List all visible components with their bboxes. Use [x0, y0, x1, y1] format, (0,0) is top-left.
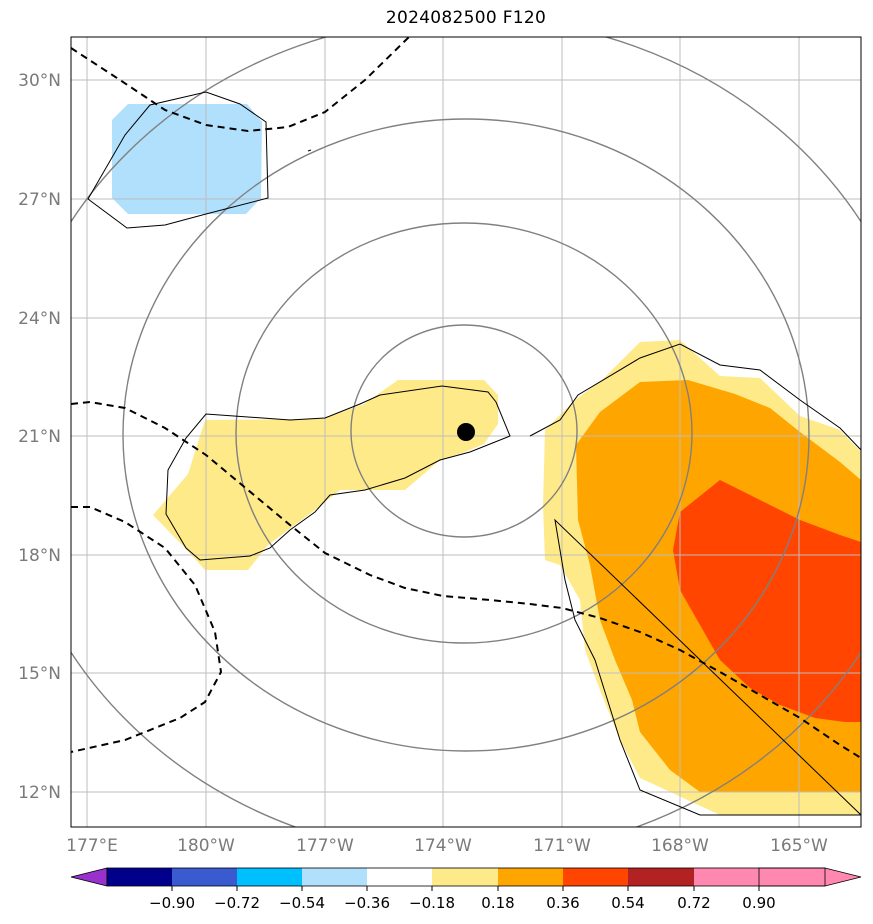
map-title: 2024082500 F120	[385, 8, 547, 28]
lon-label: 177°W	[296, 836, 354, 856]
colorbar-segment	[107, 868, 172, 886]
lon-label: 171°W	[533, 836, 591, 856]
lat-label: 15°N	[18, 664, 61, 684]
range-ring-3	[122, 118, 810, 752]
range-ring-1	[350, 324, 578, 538]
negative-contour-outline	[87, 91, 269, 229]
colorbar-tick-label: −0.72	[214, 894, 260, 912]
colorbar-tick-label: 0.72	[677, 894, 710, 912]
colorbar-segment	[694, 868, 759, 886]
range-rings	[71, 37, 861, 827]
colorbar-tick-label: 0.54	[611, 894, 644, 912]
colorbar-segment	[628, 868, 694, 886]
colorbar-tick-label: 0.18	[481, 894, 514, 912]
lon-label: 168°W	[651, 836, 709, 856]
lat-label: 27°N	[18, 190, 61, 210]
positive-contour-outline-west	[165, 385, 511, 561]
storm-center-marker	[457, 423, 475, 441]
colorbar-segment	[432, 868, 498, 886]
colorbar-segment	[172, 868, 237, 886]
map-frame	[70, 36, 862, 828]
positive-anomaly-area-east-core	[673, 480, 861, 722]
range-ring-2	[235, 222, 693, 644]
dashed-contour-middle	[71, 400, 861, 759]
anomaly-fill-layer	[112, 104, 861, 815]
lat-label: 18°N	[18, 546, 61, 566]
colorbar-tick-label: −0.36	[344, 894, 390, 912]
longitude-labels: 177°E 180°W 177°W 174°W 171°W 168°W 165°…	[66, 836, 828, 856]
colorbar-segment	[367, 868, 432, 886]
lon-label: 165°W	[770, 836, 828, 856]
colorbar-tick-label: −0.54	[279, 894, 325, 912]
colorbar-segment	[498, 868, 563, 886]
latitude-labels: 30°N 27°N 24°N 21°N 18°N 15°N 12°N	[18, 71, 61, 803]
colorbar-tick-label: 0.36	[546, 894, 579, 912]
lat-label: 24°N	[18, 309, 61, 329]
small-contour-fragment	[307, 149, 312, 152]
colorbar-tick-label: −0.90	[149, 894, 195, 912]
colorbar-frame	[106, 867, 826, 887]
positive-contour-outline-east	[529, 343, 861, 816]
lon-label: 180°W	[177, 836, 235, 856]
lon-label: 177°E	[66, 836, 118, 856]
colorbar: −0.90 −0.72 −0.54 −0.36 −0.18 0.18 0.36 …	[70, 867, 862, 912]
colorbar-segment	[302, 868, 367, 886]
lat-label: 12°N	[18, 783, 61, 803]
colorbar-segment	[237, 868, 302, 886]
lat-label: 30°N	[18, 71, 61, 91]
lon-label: 174°W	[414, 836, 472, 856]
colorbar-extend-high	[758, 867, 862, 887]
colorbar-segment	[563, 868, 628, 886]
dashed-contour-north	[71, 37, 411, 133]
lat-label: 21°N	[18, 427, 61, 447]
colorbar-tick-label: −0.18	[409, 894, 455, 912]
dashed-contours	[71, 37, 861, 759]
dashed-contour-south	[71, 506, 223, 753]
colorbar-extend-low	[70, 867, 108, 887]
contour-outlines	[87, 91, 861, 816]
colorbar-tick-label: 0.90	[742, 894, 775, 912]
colorbar-ticks	[171, 886, 760, 891]
